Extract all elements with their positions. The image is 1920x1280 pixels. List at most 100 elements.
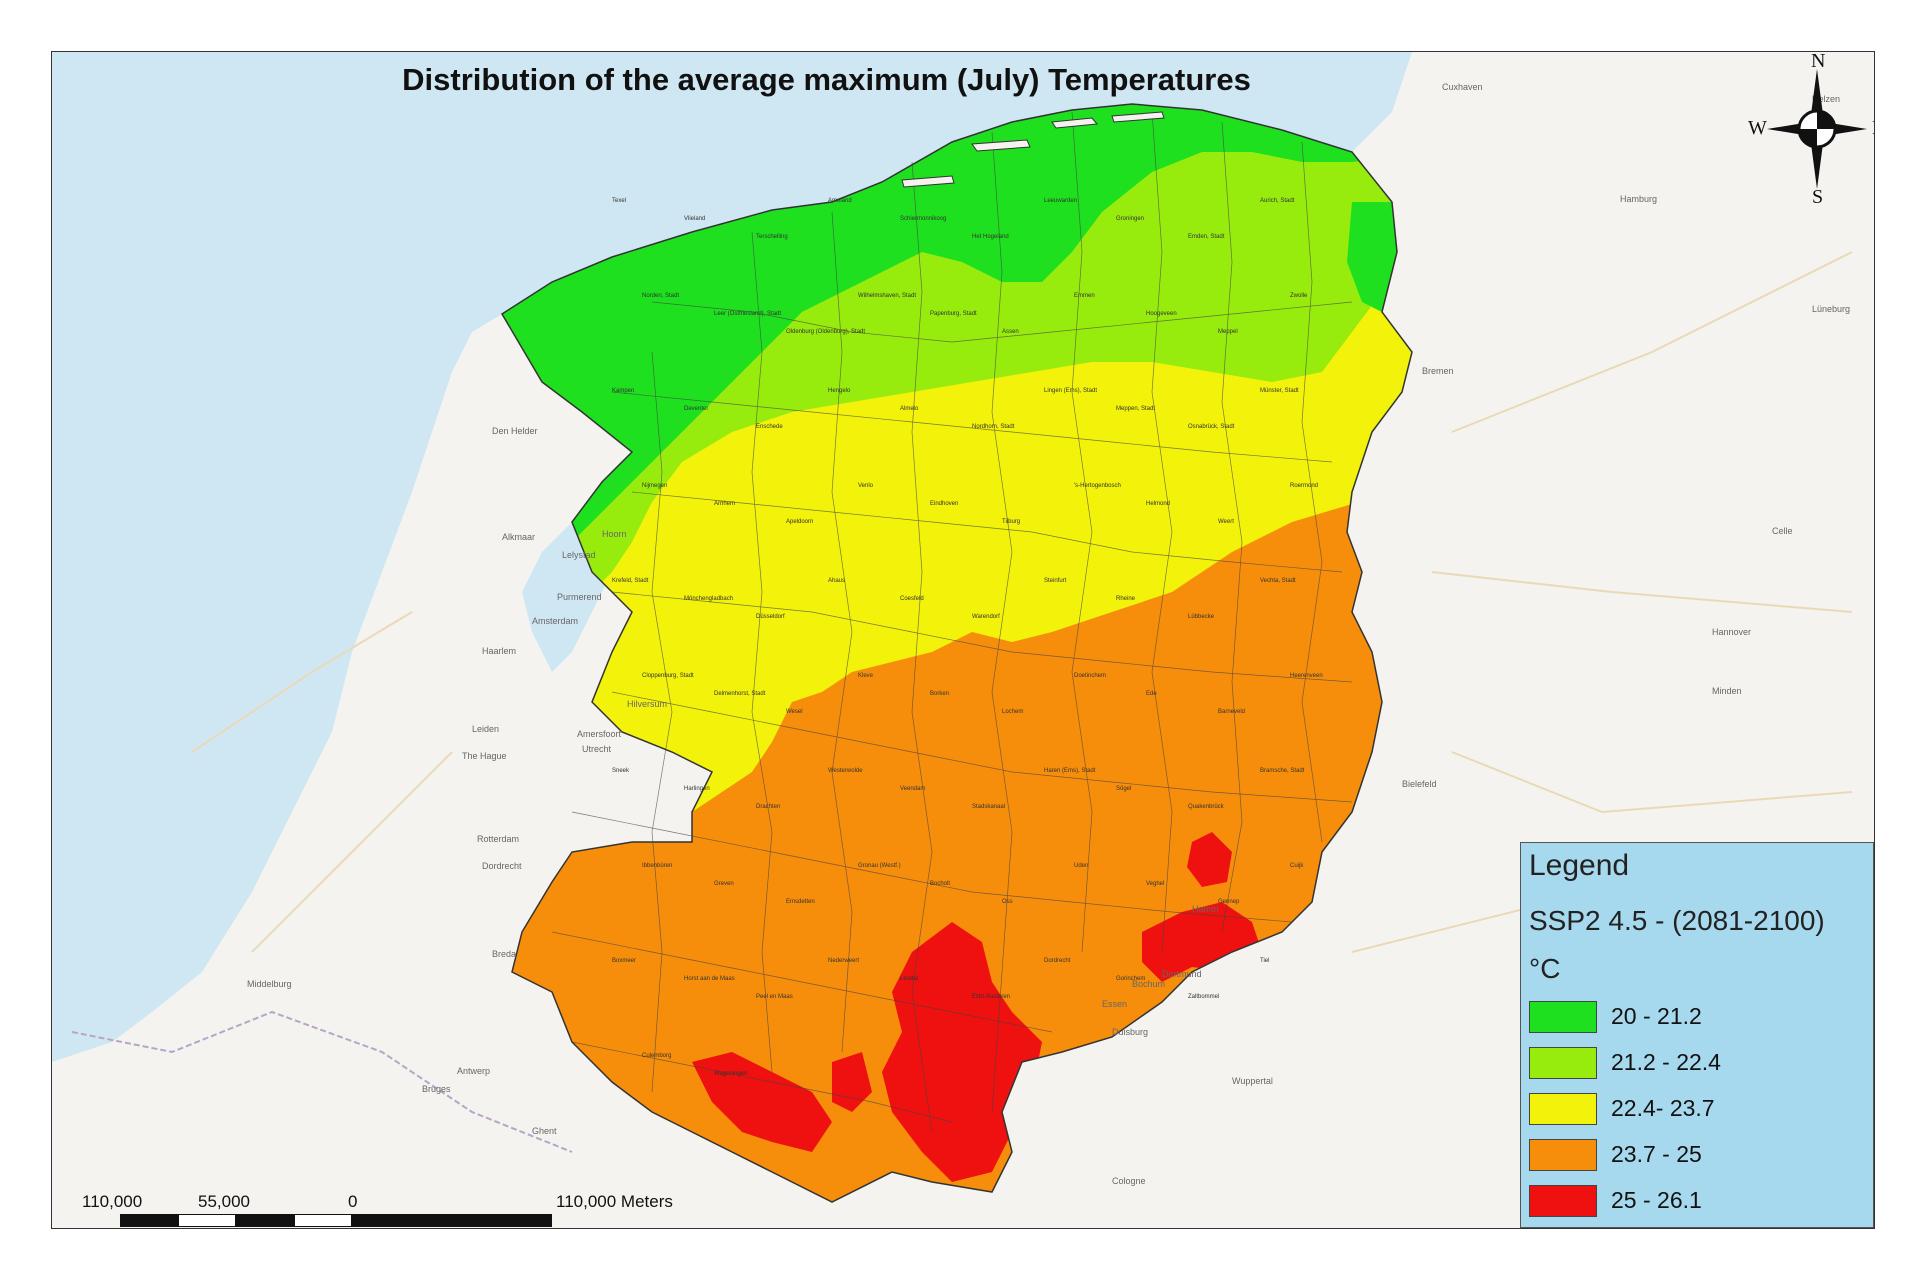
city-label: Minden (1712, 686, 1742, 696)
municipality-label: Steinfurt (1044, 578, 1067, 584)
scale-label-left: 110,000 (82, 1192, 143, 1211)
country-border (71, 1010, 573, 1153)
scale-label-zero: 0 (348, 1192, 358, 1211)
municipality-label: Horst aan de Maas (684, 976, 735, 982)
municipality-label: Haren (Ems), Stadt (1044, 768, 1096, 774)
municipality-label: Assen (1002, 329, 1019, 335)
municipality-label: Gorinchem (1116, 976, 1145, 982)
municipality-label: Boxmeer (612, 958, 636, 964)
city-label: Bochum (1132, 979, 1165, 989)
municipality-label: Stadskanaal (972, 804, 1005, 810)
legend-unit: °C (1529, 953, 1561, 984)
city-label: Cologne (1112, 1176, 1146, 1186)
municipality-label: Aurich, Stadt (1260, 198, 1295, 204)
municipality-label: Texel (612, 198, 626, 204)
city-label: Hamm (1192, 904, 1219, 914)
municipality-label: Oldenburg (Oldenburg), Stadt (786, 329, 865, 335)
municipality-label: Roermond (1290, 483, 1318, 489)
city-label: Breda (492, 949, 516, 959)
municipality-label: Gronau (Westf.) (858, 863, 901, 869)
municipality-label: 's-Hertogenbosch (1074, 483, 1121, 489)
municipality-label: Veghel (1146, 881, 1164, 887)
municipality-label: Weert (1218, 519, 1234, 525)
scale-label-right: 110,000 Meters (556, 1192, 673, 1211)
municipality-label: Westerwolde (828, 768, 863, 774)
city-label: Lelystad (562, 550, 596, 560)
municipality-label: Nederweert (828, 958, 859, 964)
municipality-label: Terschelling (756, 234, 788, 240)
municipality-label: Sögel (1116, 786, 1131, 792)
zone-25-26-1-southwest (692, 1052, 832, 1152)
municipality-label: Vechta, Stadt (1260, 578, 1296, 584)
sea-area (52, 52, 1874, 1062)
municipality-label: Coesfeld (900, 596, 924, 602)
north-arrow: N S W E (1748, 51, 1874, 208)
legend-label: 23.7 - 25 (1611, 1141, 1702, 1167)
city-label: Rotterdam (477, 834, 519, 844)
scale-bar: 110,000 55,000 0 110,000 Meters (82, 1192, 702, 1228)
municipality-label: Vlieland (684, 216, 705, 222)
municipality-label: Leer (Ostfriesland), Stadt (714, 311, 781, 317)
legend-item: 23.7 - 25 (1529, 1139, 1869, 1173)
city-label: Lüneburg (1812, 304, 1850, 314)
compass-north-label: N (1811, 51, 1826, 72)
municipality-label: Emmen (1074, 293, 1095, 299)
municipality-label: Meppen, Stadt (1116, 406, 1155, 412)
municipality-label: Almelo (900, 406, 919, 412)
city-label: Hoorn (602, 529, 627, 539)
legend-swatch (1529, 1047, 1597, 1079)
scale-segment (236, 1214, 294, 1227)
municipality-label: Eindhoven (930, 501, 958, 507)
municipality-label: Quakenbrück (1188, 804, 1225, 810)
municipality-label: Bocholt (930, 881, 950, 887)
municipality-label: Deventer (684, 406, 708, 412)
city-label: Den Helder (492, 426, 538, 436)
municipality-label: Wesel (786, 709, 803, 715)
zone-20-21-2-east (1347, 202, 1397, 312)
municipality-label: Tilburg (1002, 519, 1020, 525)
city-label: Essen (1102, 999, 1127, 1009)
municipality-label: Groningen (1116, 216, 1144, 222)
municipality-label: Harlingen (684, 786, 710, 792)
municipality-label: Emden, Stadt (1188, 234, 1225, 240)
city-label: Hannover (1712, 627, 1751, 637)
scale-segment (178, 1214, 236, 1227)
city-label: Hilversum (627, 699, 667, 709)
legend-item: 21.2 - 22.4 (1529, 1047, 1869, 1081)
municipality-label: Het Hogeland (972, 234, 1009, 240)
city-label: Utrecht (582, 744, 612, 754)
legend-item: 20 - 21.2 (1529, 1001, 1869, 1035)
municipality-label: Lochem (1002, 709, 1023, 715)
municipality-label: Ibbenbüren (642, 863, 672, 869)
city-label: The Hague (462, 751, 507, 761)
scale-segment (120, 1214, 178, 1227)
municipality-label: Peel en Maas (756, 994, 793, 1000)
municipality-label: Schiermonnikoog (900, 216, 946, 222)
municipality-label: Mönchengladbach (684, 596, 733, 602)
municipality-label: Hoogeveen (1146, 311, 1177, 317)
municipality-label: Sneek (612, 768, 630, 774)
compass-west-label: W (1748, 117, 1767, 139)
legend-label: 22.4- 23.7 (1611, 1095, 1715, 1121)
city-label: Antwerp (457, 1066, 490, 1076)
legend-scenario: SSP2 4.5 - (2081-2100) (1529, 905, 1825, 936)
municipality-label: Leudal (900, 976, 918, 982)
municipality-label: Ameland (828, 198, 852, 204)
municipality-label: Kleve (858, 673, 874, 679)
legend-label: 21.2 - 22.4 (1611, 1049, 1721, 1075)
city-label: Alkmaar (502, 532, 535, 542)
municipality-label: Delmenhorst, Stadt (714, 691, 766, 697)
scale-segment (352, 1214, 552, 1227)
municipality-label: Wageningen (714, 1071, 747, 1077)
municipality-label: Arnhem (714, 501, 735, 507)
city-label: Amersfoort (577, 729, 622, 739)
legend-swatch (1529, 1139, 1597, 1171)
municipality-label: Norden, Stadt (642, 293, 679, 299)
municipality-label: Tiel (1260, 958, 1269, 964)
city-label: Hamburg (1620, 194, 1657, 204)
municipality-label: Meppel (1218, 329, 1238, 335)
zone-25-26-1-central (832, 1052, 872, 1112)
municipality-label: Culemborg (642, 1053, 671, 1059)
zone-25-26-1-muenster (1187, 832, 1232, 887)
municipal-boundaries (551, 111, 1353, 1133)
